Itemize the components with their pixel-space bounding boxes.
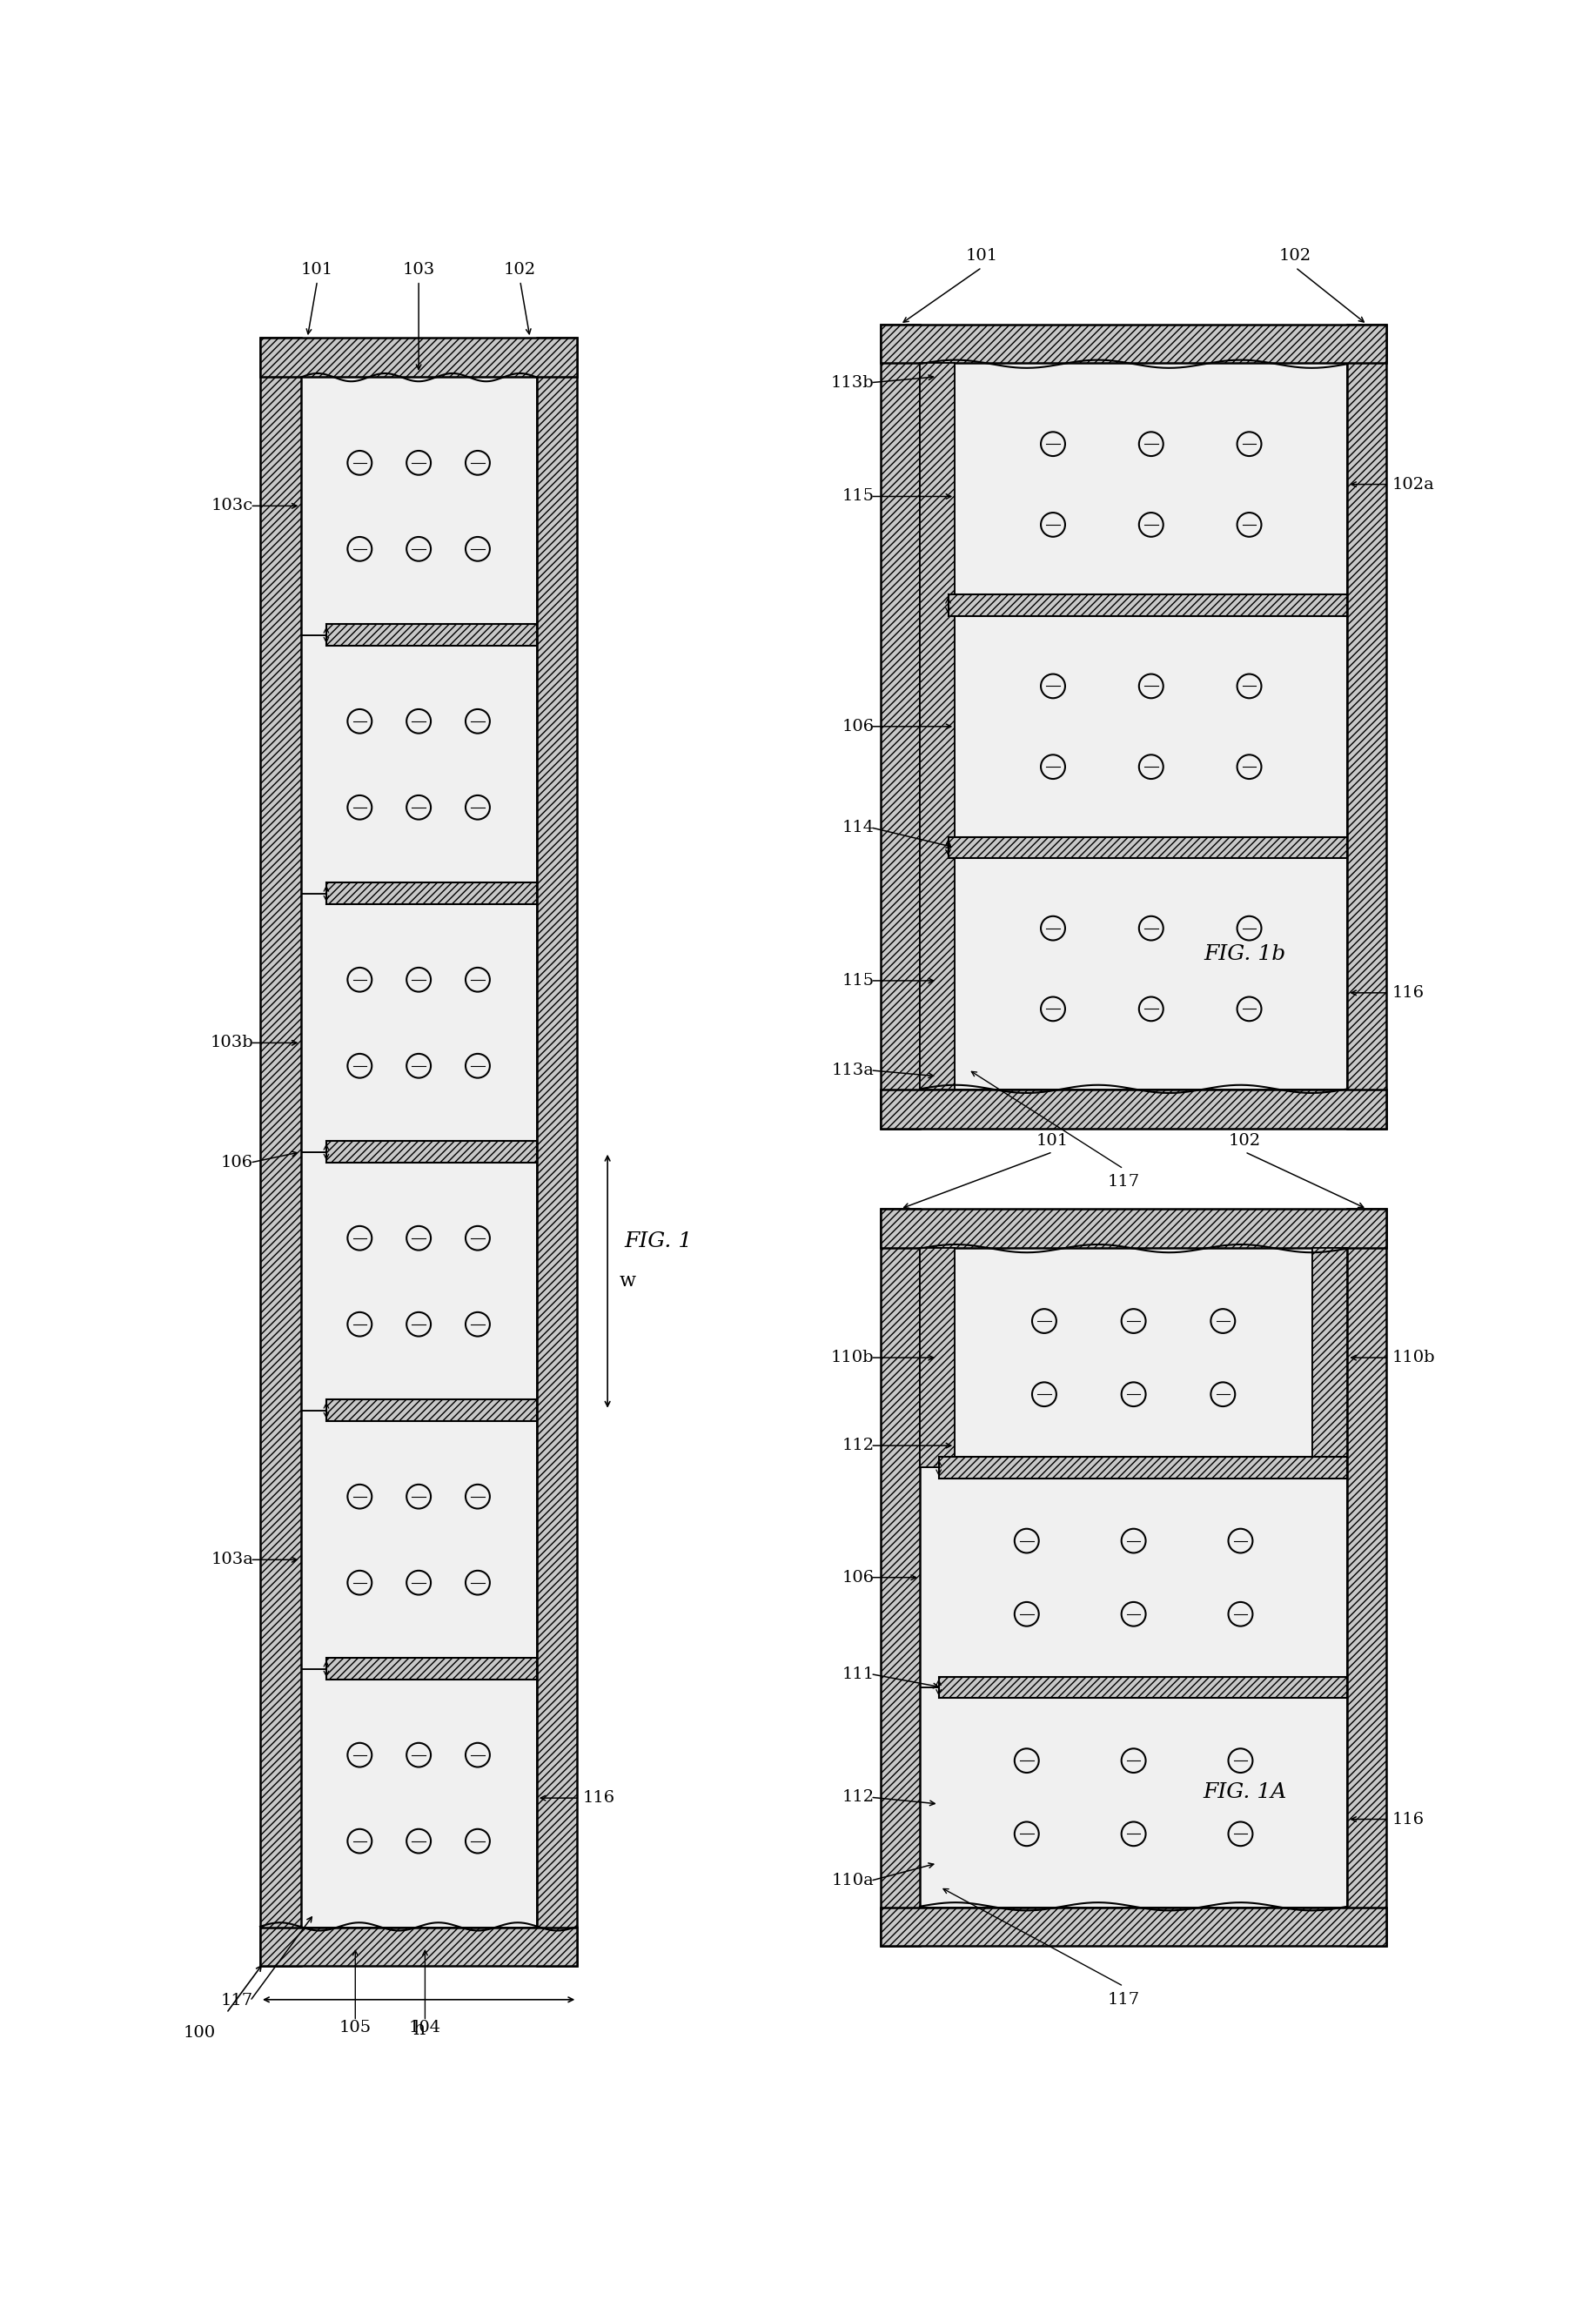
Text: 103c: 103c bbox=[211, 498, 254, 514]
Bar bbox=[938, 1456, 1347, 1479]
Bar bbox=[954, 1248, 1312, 1467]
Bar bbox=[300, 376, 536, 634]
Text: 111: 111 bbox=[841, 1666, 875, 1682]
Bar bbox=[300, 893, 536, 1151]
Bar bbox=[260, 337, 578, 376]
Bar bbox=[1312, 1248, 1347, 1467]
Bar bbox=[919, 1467, 1347, 1686]
Bar bbox=[326, 1659, 536, 1679]
Text: 113a: 113a bbox=[832, 1064, 875, 1077]
Text: 103a: 103a bbox=[211, 1553, 254, 1566]
Text: 104: 104 bbox=[409, 2019, 440, 2035]
Text: 102: 102 bbox=[1229, 1133, 1261, 1149]
Text: 110a: 110a bbox=[832, 1873, 875, 1889]
Text: 115: 115 bbox=[841, 489, 875, 505]
Text: 101: 101 bbox=[966, 249, 998, 263]
Bar bbox=[881, 1209, 1387, 1248]
Bar bbox=[300, 1668, 536, 1926]
Text: 103: 103 bbox=[402, 263, 434, 277]
Text: 102a: 102a bbox=[1392, 478, 1435, 491]
Text: 115: 115 bbox=[841, 974, 875, 987]
Bar bbox=[881, 325, 919, 1128]
Text: FIG. 1b: FIG. 1b bbox=[1203, 944, 1286, 964]
Bar bbox=[881, 325, 1387, 362]
Text: 105: 105 bbox=[338, 2019, 372, 2035]
Text: 112: 112 bbox=[841, 1790, 875, 1804]
Text: 117: 117 bbox=[222, 1993, 254, 2009]
Bar bbox=[326, 1142, 536, 1163]
Text: 106: 106 bbox=[841, 1569, 875, 1585]
Text: 110b: 110b bbox=[832, 1350, 875, 1366]
Text: 106: 106 bbox=[841, 720, 875, 734]
Text: 101: 101 bbox=[302, 263, 334, 277]
Text: 100: 100 bbox=[184, 2026, 215, 2042]
Bar bbox=[948, 837, 1347, 858]
Text: 106: 106 bbox=[222, 1156, 254, 1170]
Bar bbox=[954, 847, 1347, 1089]
Bar bbox=[300, 634, 536, 893]
Text: 110b: 110b bbox=[1392, 1350, 1435, 1366]
Bar bbox=[326, 625, 536, 646]
Bar bbox=[919, 1686, 1347, 1908]
Bar bbox=[300, 1151, 536, 1410]
Text: FIG. 1: FIG. 1 bbox=[624, 1232, 693, 1250]
Bar bbox=[1347, 1209, 1387, 1947]
Bar bbox=[881, 1209, 919, 1947]
Text: 102: 102 bbox=[504, 263, 536, 277]
Bar bbox=[260, 337, 300, 1966]
Bar bbox=[954, 604, 1347, 847]
Bar bbox=[881, 1908, 1387, 1947]
Text: 103b: 103b bbox=[211, 1036, 254, 1050]
Bar bbox=[326, 1400, 536, 1421]
Bar bbox=[919, 362, 954, 1089]
Bar bbox=[1347, 325, 1387, 1128]
Text: 116: 116 bbox=[1392, 1811, 1424, 1827]
Bar bbox=[881, 1089, 1387, 1128]
Text: 116: 116 bbox=[583, 1790, 614, 1806]
Text: 116: 116 bbox=[1392, 985, 1424, 1001]
Text: h: h bbox=[412, 2019, 425, 2039]
Bar bbox=[300, 1410, 536, 1668]
Text: 102: 102 bbox=[1280, 249, 1312, 263]
Text: 117: 117 bbox=[1108, 1991, 1140, 2007]
Bar bbox=[938, 1677, 1347, 1698]
Text: FIG. 1A: FIG. 1A bbox=[1203, 1781, 1286, 1802]
Bar bbox=[954, 362, 1347, 604]
Bar bbox=[536, 337, 578, 1966]
Bar bbox=[326, 884, 536, 904]
Bar bbox=[948, 595, 1347, 616]
Text: 112: 112 bbox=[841, 1437, 875, 1453]
Text: w: w bbox=[619, 1271, 637, 1290]
Text: 101: 101 bbox=[1036, 1133, 1069, 1149]
Text: 117: 117 bbox=[1108, 1174, 1140, 1190]
Text: 113b: 113b bbox=[830, 374, 875, 390]
Bar bbox=[919, 1248, 954, 1467]
Text: 114: 114 bbox=[841, 819, 875, 835]
Bar bbox=[260, 1926, 578, 1966]
